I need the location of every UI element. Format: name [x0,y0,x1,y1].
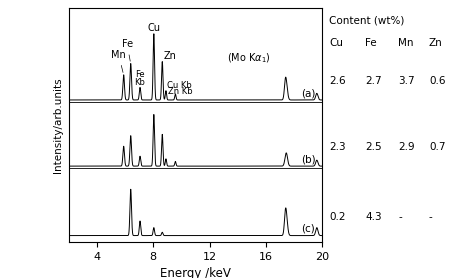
Text: 2.3: 2.3 [329,142,346,152]
Text: 2.6: 2.6 [329,76,346,86]
Text: (b): (b) [301,155,315,165]
Text: -: - [429,212,433,222]
Y-axis label: Intensity/arb.units: Intensity/arb.units [53,77,63,173]
Text: Fe: Fe [122,39,133,61]
Text: Content (wt%): Content (wt%) [329,15,405,25]
Text: (Mo K$\alpha_1$): (Mo K$\alpha_1$) [227,51,270,65]
Text: 2.7: 2.7 [365,76,382,86]
Text: 0.2: 0.2 [329,212,346,222]
Text: Mn: Mn [111,50,126,73]
Text: Mn: Mn [398,38,414,48]
Text: Cu Kb: Cu Kb [167,81,191,90]
Text: 3.7: 3.7 [398,76,415,86]
Text: -: - [398,212,402,222]
Text: 0.7: 0.7 [429,142,446,152]
Text: Zn: Zn [164,51,176,61]
Text: (c): (c) [301,224,315,234]
Text: (a): (a) [301,88,315,98]
Text: Cu: Cu [329,38,344,48]
Text: 0.6: 0.6 [429,76,446,86]
Text: 4.3: 4.3 [365,212,382,222]
Text: Cu: Cu [147,23,160,33]
Text: Zn Kb: Zn Kb [168,87,192,96]
Text: Fe: Fe [365,38,377,48]
Text: Fe
Kb: Fe Kb [135,70,146,87]
Text: 2.5: 2.5 [365,142,382,152]
Text: 2.9: 2.9 [398,142,415,152]
X-axis label: Energy /keV: Energy /keV [160,267,231,278]
Text: Zn: Zn [429,38,443,48]
